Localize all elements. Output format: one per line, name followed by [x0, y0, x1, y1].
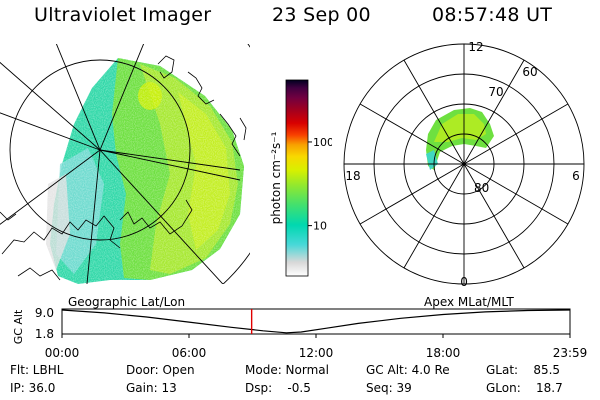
- mlt-label-6: 6: [572, 169, 580, 183]
- mlat-label-70: 70: [488, 85, 503, 99]
- door-info: Door: Open: [126, 363, 195, 377]
- x-tick-label-18: 18:00: [426, 346, 461, 360]
- mlat-label-80: 80: [474, 181, 489, 195]
- gc-alt-curve: [61, 309, 570, 334]
- image-date: 23 Sep 00: [272, 4, 371, 26]
- gc-alt-tick-bottom: 1.8: [35, 327, 54, 341]
- gc-altitude-plot: GC Alt 9.0 1.8 00:00 06:00 12:00 18:00 2…: [12, 306, 588, 360]
- dsp-info: Dsp: -0.5: [245, 381, 311, 395]
- x-tick-label-24: 23:59: [553, 346, 588, 360]
- apex-projection-label: Apex MLat/MLT: [424, 295, 514, 309]
- image-time: 08:57:48 UT: [432, 4, 553, 26]
- mlat-label-60: 60: [522, 65, 537, 79]
- colorbar-tick-label: 100: [313, 136, 332, 149]
- x-tick-label-06: 06:00: [172, 346, 207, 360]
- gc-alt-axis-label: GC Alt: [12, 309, 25, 344]
- x-tick-label-12: 12:00: [299, 346, 334, 360]
- geographic-projection-label: Geographic Lat/Lon: [68, 295, 186, 309]
- mlt-label-12: 12: [468, 40, 483, 54]
- gc-alt-info: GC Alt: 4.0 Re: [366, 363, 450, 377]
- colorbar-unit-label: photon cm⁻²s⁻¹: [269, 131, 283, 224]
- apex-polar-plot: 12 0 18 6 80 70 60: [343, 40, 585, 289]
- seq-info: Seq: 39: [366, 381, 412, 395]
- geographic-image-panel: [0, 44, 250, 284]
- mlt-label-0: 0: [460, 275, 468, 289]
- colorbar-gradient: [285, 79, 309, 277]
- instrument-title: Ultraviolet Imager: [34, 4, 212, 26]
- mlt-label-18: 18: [345, 169, 360, 183]
- colorbar-tick-label: 10: [313, 220, 327, 233]
- gain-info: Gain: 13: [126, 381, 177, 395]
- gc-alt-tick-top: 9.0: [35, 306, 54, 320]
- glat-info: GLat: 85.5: [486, 363, 561, 377]
- glon-info: GLon: 18.7: [486, 381, 563, 395]
- x-tick-label-00: 00:00: [45, 346, 80, 360]
- filter-info: Flt: LBHL: [10, 363, 64, 377]
- mode-info: Mode: Normal: [245, 363, 329, 377]
- ip-info: IP: 36.0: [10, 381, 56, 395]
- intensity-colorbar: 100 10 photon cm⁻²s⁻¹: [269, 79, 332, 277]
